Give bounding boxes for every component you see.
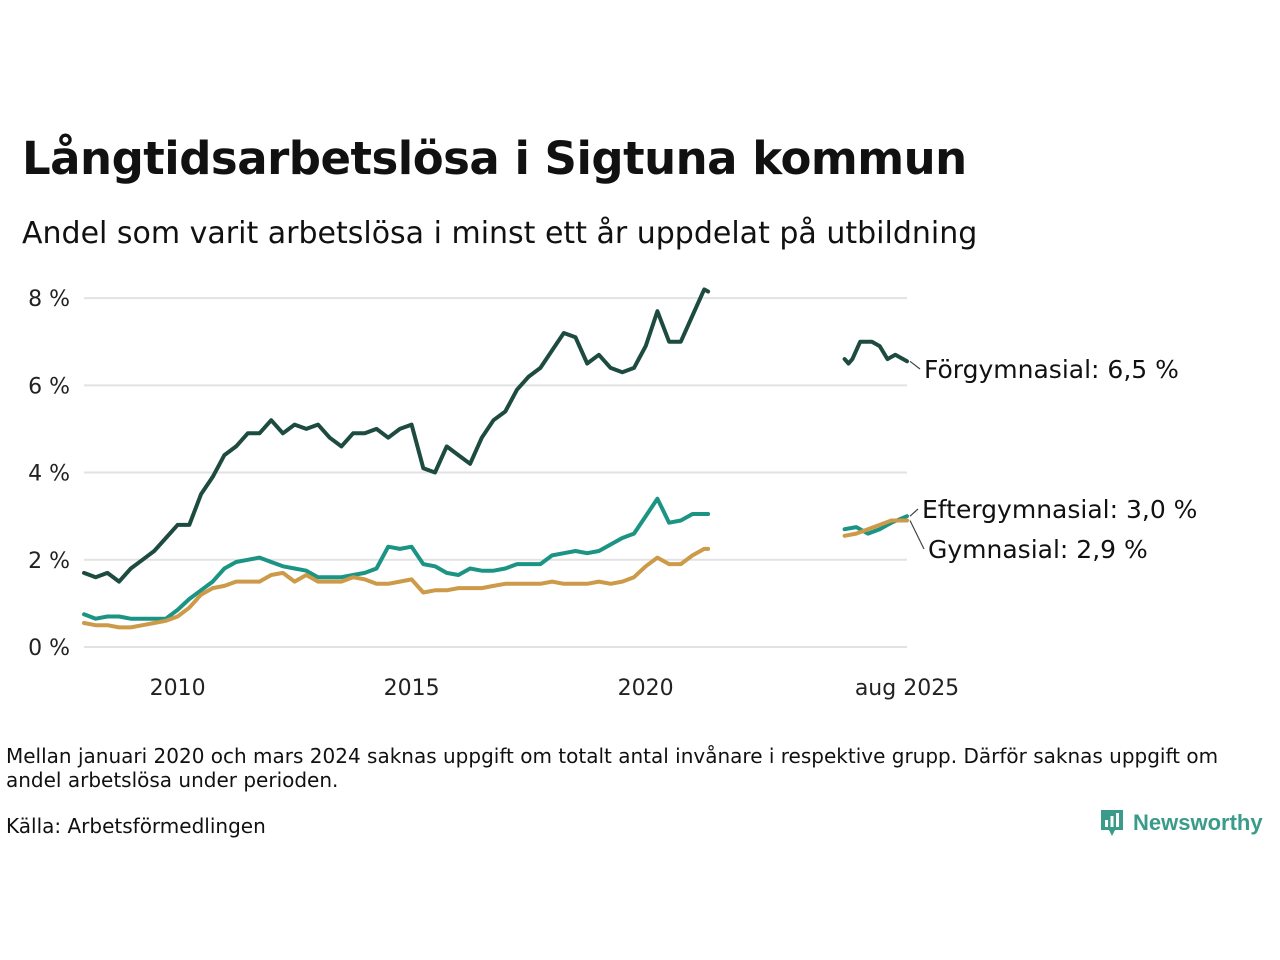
y-tick-label: 8 %: [28, 287, 70, 312]
x-tick-label: 2010: [150, 676, 206, 701]
footnote: Mellan januari 2020 och mars 2024 saknas…: [6, 744, 1219, 792]
source-note: Källa: Arbetsförmedlingen: [6, 814, 266, 838]
series-end-label: Förgymnasial: 6,5 %: [924, 355, 1179, 384]
newsworthy-logo: Newsworthy: [1099, 808, 1263, 838]
grid-layer: [84, 297, 907, 648]
series-line-eftergymnasial: [82, 496, 711, 621]
series-end-label: Gymnasial: 2,9 %: [928, 535, 1148, 564]
series-end-label: Eftergymnasial: 3,0 %: [922, 495, 1197, 524]
y-tick-label: 4 %: [28, 462, 70, 487]
chart-title: Långtidsarbetslösa i Sigtuna kommun: [22, 132, 967, 185]
label-layer: 0 % 2 % 4 % 6 % 8 % 2010 2015 2020 aug 2025 Förgy…: [28, 287, 1197, 701]
newsworthy-logo-icon: [1101, 810, 1123, 836]
chart-subtitle: Andel som varit arbetslösa i minst ett å…: [22, 216, 978, 251]
x-tick-label: aug 2025: [855, 676, 959, 701]
label-leader-line: [909, 520, 925, 550]
line-chart: 0 % 2 % 4 % 6 % 8 % 2010 2015 2020 aug 2025 Förgy…: [28, 287, 1197, 701]
line-layer: [82, 287, 909, 630]
series-line-gymnasial: [82, 546, 711, 630]
x-tick-label: 2015: [384, 676, 440, 701]
series-line-gymnasial: [842, 518, 909, 538]
label-leader-line: [909, 508, 919, 517]
x-tick-label: 2020: [618, 676, 674, 701]
label-leader-line: [909, 360, 921, 370]
series-line-förgymnasial: [82, 287, 711, 584]
brand-name: Newsworthy: [1133, 810, 1263, 835]
series-line-förgymnasial: [842, 339, 909, 366]
y-tick-label: 0 %: [28, 636, 70, 661]
y-tick-label: 2 %: [28, 549, 70, 574]
y-tick-label: 6 %: [28, 374, 70, 399]
